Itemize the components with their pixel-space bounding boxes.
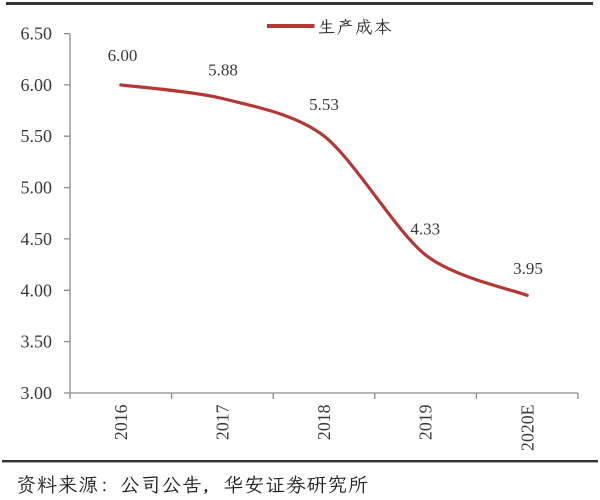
svg-text:6.00: 6.00 [21,75,53,95]
svg-text:4.50: 4.50 [21,229,53,249]
svg-text:5.88: 5.88 [208,60,238,79]
svg-text:2020E: 2020E [517,405,537,451]
svg-text:5.53: 5.53 [309,95,339,114]
svg-text:6.50: 6.50 [21,24,53,44]
svg-text:4.00: 4.00 [21,280,53,300]
svg-text:2017: 2017 [213,404,233,440]
svg-text:6.00: 6.00 [108,46,138,65]
svg-text:4.33: 4.33 [410,220,440,239]
svg-text:5.50: 5.50 [21,126,53,146]
svg-text:2018: 2018 [314,404,334,440]
svg-text:2019: 2019 [416,404,436,440]
svg-text:5.00: 5.00 [21,178,53,198]
svg-text:3.50: 3.50 [21,332,53,352]
svg-text:3.00: 3.00 [21,383,53,403]
svg-text:2016: 2016 [111,404,131,440]
svg-text:3.95: 3.95 [513,259,543,278]
